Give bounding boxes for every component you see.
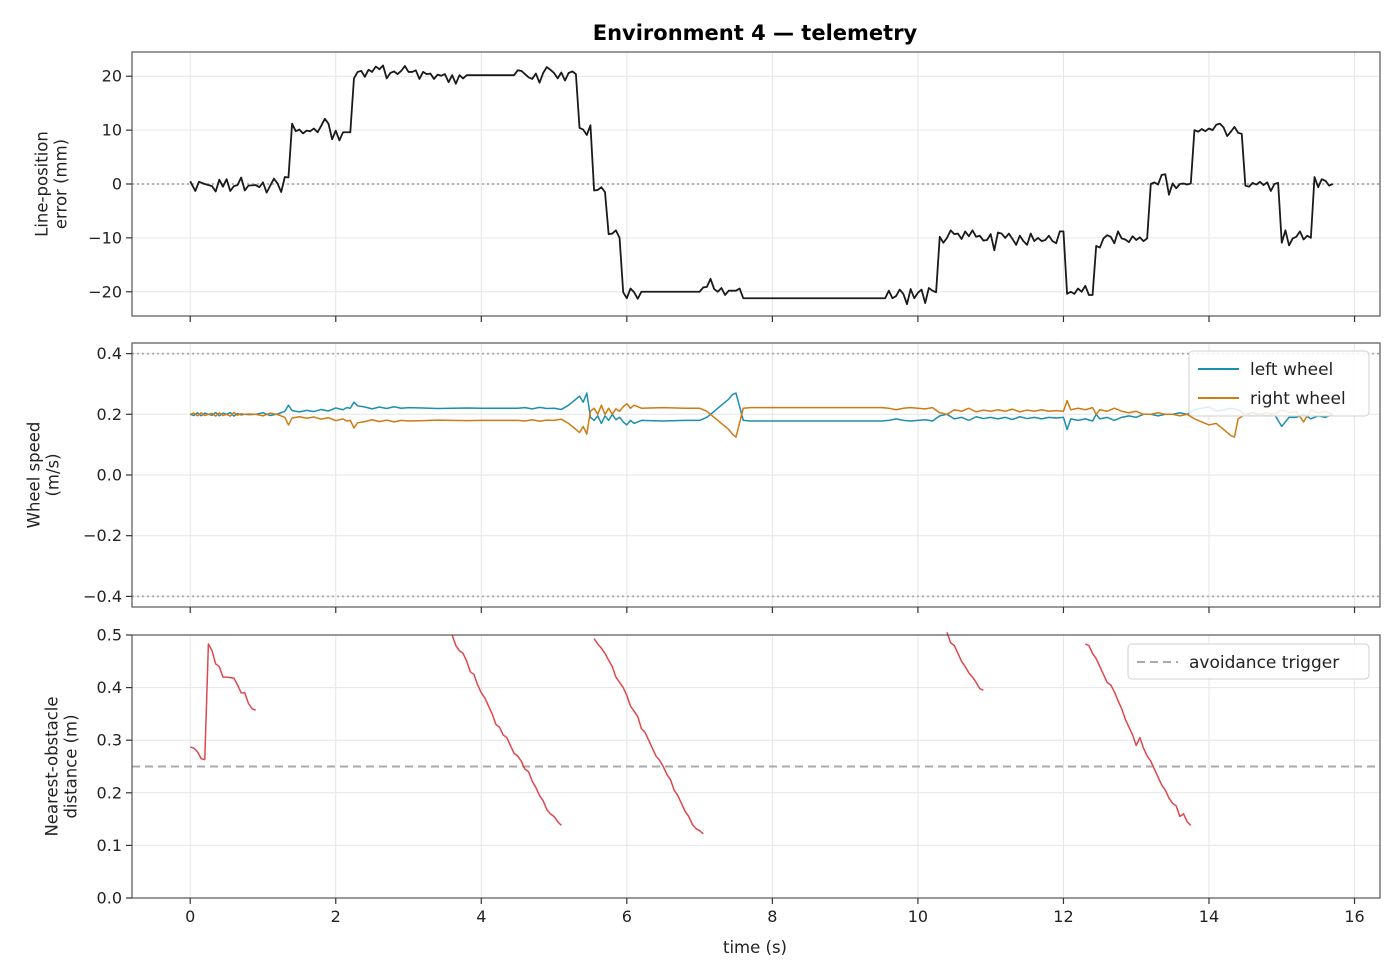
y-axis-title-line: Line-position [33, 131, 52, 237]
x-tick-label: 4 [476, 907, 486, 926]
y-axis-title: Line-positionerror (mm) [33, 131, 71, 237]
y-axis-title: Wheel speed(m/s) [25, 422, 63, 529]
series-line-5 [1084, 643, 1192, 826]
x-tick-label: 12 [1053, 907, 1073, 926]
x-tick-label: 8 [767, 907, 777, 926]
legend-label: right wheel [1250, 389, 1346, 409]
series-right-wheel [189, 399, 1333, 438]
y-tick-label: 0.3 [97, 731, 122, 750]
legend-label: avoidance trigger [1189, 653, 1339, 673]
y-axis-title-line: Nearest-obstacle [43, 696, 62, 836]
y-tick-label: −20 [88, 282, 122, 301]
x-tick-label: 10 [908, 907, 928, 926]
gridlines [132, 52, 1380, 316]
series-line-1 [189, 64, 1334, 306]
y-axis-title-line: distance (m) [62, 714, 81, 818]
x-tick-label: 2 [331, 907, 341, 926]
y-tick-label: 0.1 [97, 836, 122, 855]
x-tick-label: 16 [1344, 907, 1364, 926]
legend-label: left wheel [1250, 360, 1333, 380]
figure-title: Environment 4 — telemetry [593, 21, 918, 45]
y-tick-label: 0.4 [97, 678, 122, 697]
legend-box [1188, 350, 1370, 417]
x-tick-label: 0 [185, 907, 195, 926]
legend-box [1127, 643, 1370, 680]
series-line-4 [946, 632, 984, 691]
y-tick-label: −0.2 [83, 526, 122, 545]
x-tick-label: 14 [1199, 907, 1219, 926]
panel-3: 0 2 4 6 8 10 12 14 16 0.0 0.1 0.2 0.3 0.4 0.5 Nearest-o… [43, 626, 1381, 926]
series-line-2 [451, 634, 562, 826]
panel-1: −20 −10 0 10 20 Line-positionerror (mm) [33, 51, 1381, 322]
axes-frame [131, 634, 1381, 899]
series-line-1 [190, 643, 257, 761]
x-tick-label: 6 [622, 907, 632, 926]
y-tick-label: 0.5 [97, 626, 122, 645]
y-tick-label: 0.0 [97, 889, 122, 908]
y-tick-label: −0.4 [83, 587, 122, 606]
y-tick-label: 0.2 [97, 783, 122, 802]
x-axis-title: time (s) [723, 938, 787, 957]
y-tick-label: 0.0 [97, 466, 122, 485]
y-tick-label: 20 [102, 67, 122, 86]
y-axis-title-line: (m/s) [44, 453, 63, 496]
legend: left wheel right wheel [1188, 350, 1370, 417]
series-line-3 [593, 638, 704, 835]
panel-2: −0.4 −0.2 0.0 0.2 0.4 Wheel speed(m/s) left wh… [25, 342, 1381, 613]
y-axis-title: Nearest-obstacledistance (m) [43, 696, 81, 836]
y-tick-label: 0.2 [97, 405, 122, 424]
y-tick-label: 0 [112, 175, 122, 194]
y-tick-label: 0.4 [97, 344, 122, 363]
y-axis-title-line: error (mm) [52, 139, 71, 229]
legend: avoidance trigger [1127, 643, 1370, 680]
y-axis-title-line: Wheel speed [25, 422, 44, 529]
y-tick-label: −10 [88, 228, 122, 247]
y-tick-label: 10 [102, 121, 122, 140]
